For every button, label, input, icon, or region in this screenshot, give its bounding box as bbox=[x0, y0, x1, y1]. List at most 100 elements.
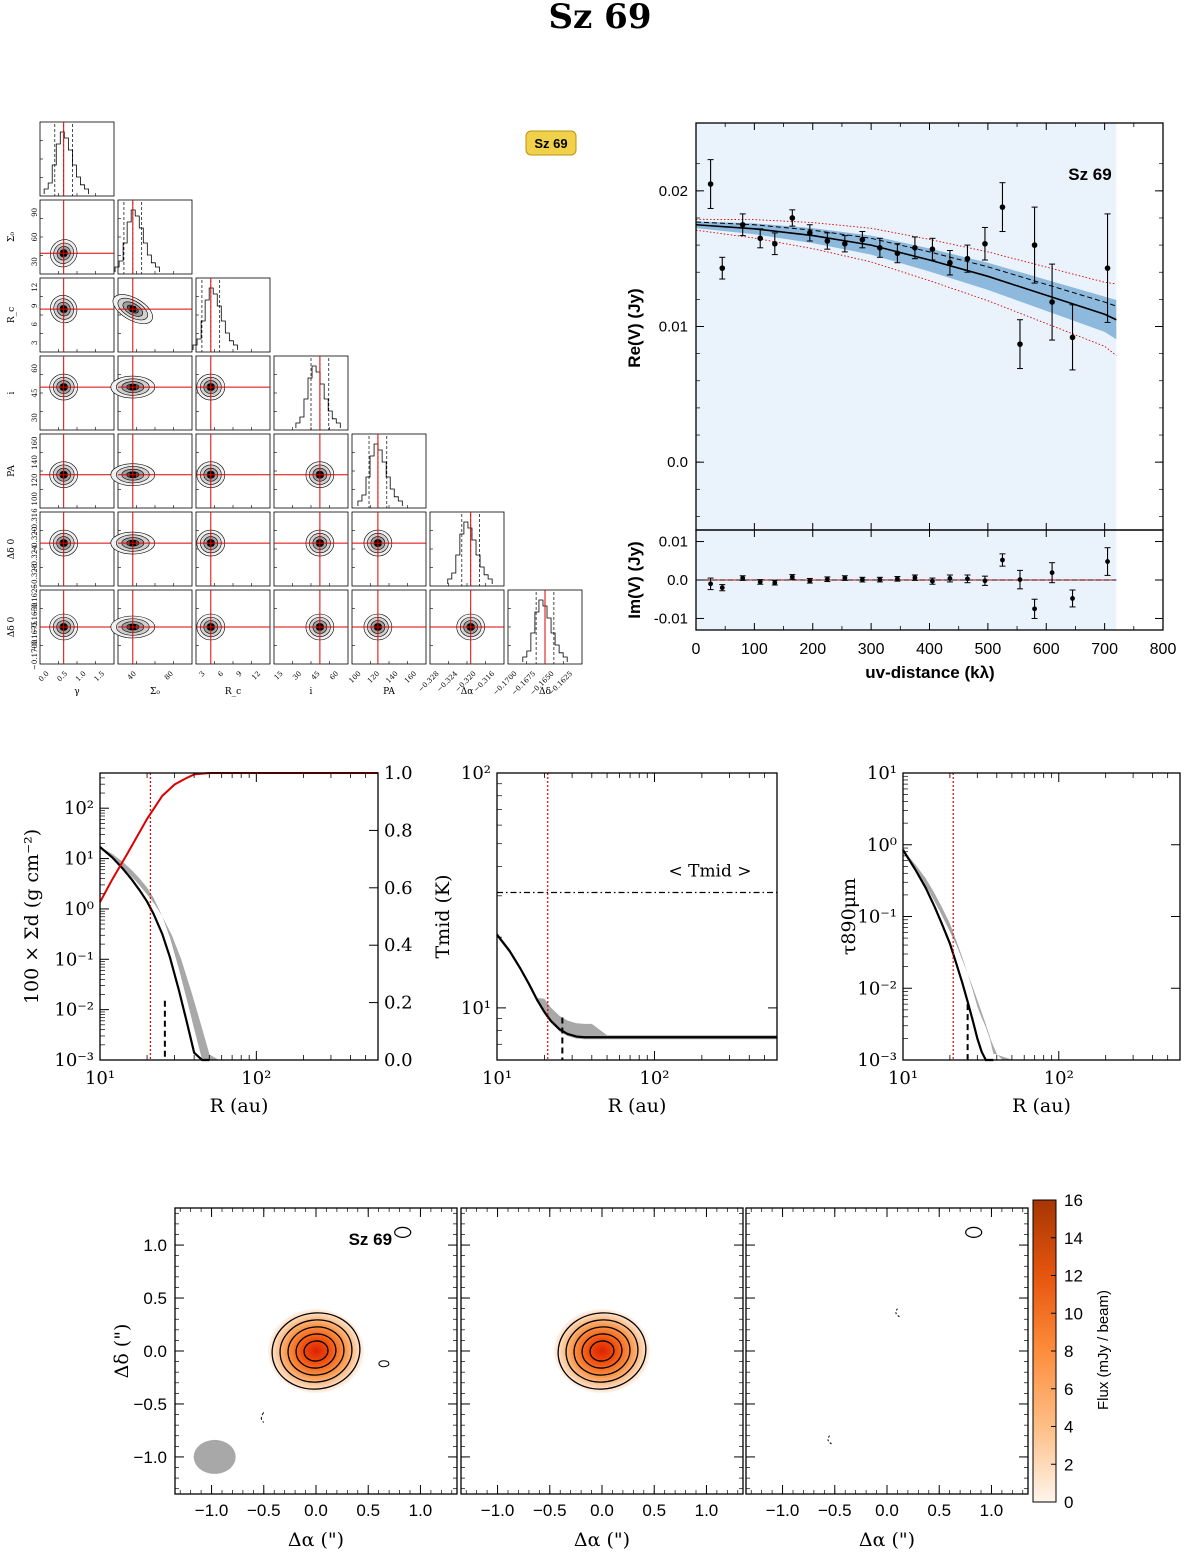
corner-ytick: 60 bbox=[31, 233, 39, 242]
corner-xtick: 0.5 bbox=[56, 670, 70, 684]
image-xtick: 1.0 bbox=[980, 1501, 1004, 1520]
image-xlabel: Δα (") bbox=[288, 1529, 344, 1551]
model-bound-hi bbox=[695, 218, 1117, 285]
profile-xtick: 10² bbox=[639, 1068, 669, 1089]
vis-panel-label: Sz 69 bbox=[1068, 165, 1111, 184]
re-point bbox=[964, 255, 971, 262]
corner-ytick: 9 bbox=[31, 304, 39, 308]
profile-ylabel: Tmid (K) bbox=[432, 875, 454, 959]
corner-ytick: −0.1625 bbox=[31, 584, 39, 614]
corner-xtick: 3 bbox=[198, 670, 207, 679]
corner-ytick: 6 bbox=[31, 321, 39, 326]
vis-xtick-label: 100 bbox=[741, 641, 768, 658]
re-point bbox=[982, 240, 988, 247]
im-point bbox=[719, 585, 725, 591]
flux-contour bbox=[557, 1312, 647, 1390]
image-xtick: 0.5 bbox=[927, 1501, 951, 1520]
histogram-step bbox=[192, 287, 238, 350]
profile-xlabel: R (au) bbox=[1012, 1095, 1071, 1117]
corner-xlabel: Δδ bbox=[539, 687, 551, 697]
colorbar-tick-label: 12 bbox=[1064, 1267, 1083, 1286]
profile-xlabel: R (au) bbox=[210, 1095, 269, 1117]
colorbar-tick-label: 0 bbox=[1064, 1493, 1073, 1512]
re-point bbox=[719, 265, 726, 271]
noise-contour bbox=[378, 1360, 390, 1368]
corner-xtick: 60 bbox=[328, 670, 340, 682]
corner-ylabel: R_c bbox=[7, 307, 17, 323]
profile-right-ytick: 0.6 bbox=[384, 878, 413, 899]
corner-ytick: −0.328 bbox=[31, 564, 39, 590]
histogram-step bbox=[357, 443, 403, 506]
profile-ytick: 10⁰ bbox=[867, 835, 897, 856]
vis-xtick-label: 300 bbox=[858, 641, 885, 658]
contour-panel-3-1 bbox=[110, 355, 193, 431]
histogram-panel-3 bbox=[273, 355, 349, 431]
corner-ytick: 60 bbox=[31, 364, 39, 373]
contour-panel-3-2 bbox=[195, 355, 271, 431]
profile-ytick: 10² bbox=[64, 798, 94, 819]
profile-ytick: 10¹ bbox=[64, 849, 94, 870]
profile-xtick: 10¹ bbox=[888, 1068, 918, 1089]
profile-panel-1: 10¹ 10² 10⁻³ 10⁻² 10⁻¹ 10⁰ 10¹ 10² 0.0 0.2 0.4 0.6 0… bbox=[21, 763, 413, 1117]
corner-xlabel: γ bbox=[74, 687, 79, 697]
corner-ytick: 120 bbox=[31, 474, 39, 487]
vis-re-ytick: 0.01 bbox=[659, 319, 688, 336]
im-point bbox=[859, 577, 865, 583]
corner-xtick: 100 bbox=[348, 670, 363, 685]
corner-xtick: 12 bbox=[250, 670, 262, 682]
re-point bbox=[757, 235, 764, 242]
re-point bbox=[877, 245, 883, 251]
contour-panel-2-1 bbox=[112, 277, 193, 353]
image-xtick: 1.0 bbox=[695, 1501, 719, 1520]
profile-xlabel: R (au) bbox=[608, 1095, 667, 1117]
colorbar-tick-label: 10 bbox=[1064, 1304, 1083, 1323]
histogram-panel-6 bbox=[507, 589, 583, 665]
re-point bbox=[859, 236, 866, 243]
corner-badge bbox=[525, 130, 577, 156]
contour-panel-3-0 bbox=[39, 355, 115, 431]
re-point bbox=[824, 238, 831, 244]
re-point bbox=[894, 250, 901, 257]
contour-panel-2-0 bbox=[39, 277, 115, 353]
re-point bbox=[999, 204, 1006, 210]
panel-frame bbox=[117, 199, 193, 275]
model-bound-lo bbox=[695, 229, 1117, 356]
corner-ytick: −0.1700 bbox=[31, 640, 39, 670]
noise-contour bbox=[394, 1226, 412, 1238]
uncertainty-band bbox=[497, 932, 777, 1040]
corner-xtick: 30 bbox=[291, 670, 303, 682]
image-xtick: −1.0 bbox=[481, 1501, 515, 1520]
source-emission bbox=[554, 1309, 650, 1393]
contour-panel-5-4 bbox=[351, 511, 427, 587]
corner-ylabel: Δδ 0 bbox=[7, 538, 17, 559]
colorbar-tick-label: 4 bbox=[1064, 1418, 1073, 1437]
im-point bbox=[1032, 606, 1037, 612]
contour-panel-4-2 bbox=[195, 433, 271, 509]
flux-contour bbox=[565, 1319, 639, 1383]
re-point bbox=[1049, 299, 1055, 305]
corner-xtick: 6 bbox=[216, 669, 225, 678]
visibility-plot: 0 100 200 300 400 500 600 700 800 0.0 0.01 0.02 -0.0… bbox=[625, 122, 1177, 682]
vis-xtick-label: 800 bbox=[1150, 641, 1177, 658]
corner-xtick: 1.5 bbox=[93, 670, 107, 684]
vis-xtick-label: 0 bbox=[692, 641, 701, 658]
vis-xtick-label: 600 bbox=[1033, 641, 1060, 658]
model-band bbox=[696, 221, 1117, 340]
im-point bbox=[1000, 557, 1005, 563]
histogram-panel-0 bbox=[39, 121, 115, 197]
colorbar-tick-label: 14 bbox=[1064, 1229, 1083, 1248]
profile-frame bbox=[496, 772, 778, 1061]
vis-im-ytick: -0.01 bbox=[654, 610, 688, 627]
image-panel-2: −1.0 −0.5 0.0 0.5 1.0 Δα (") bbox=[460, 1207, 744, 1551]
flux-contour bbox=[581, 1333, 623, 1369]
corner-xtick: 80 bbox=[163, 670, 175, 682]
corner-xtick: 40 bbox=[126, 670, 138, 682]
flux-contour bbox=[589, 1340, 615, 1362]
image-panel-1: Sz 69 −1.0 −1.0 −0.5 −0.5 0.0 0.0 0.5 0.5 1.0 1.0 Δ… bbox=[133, 1207, 458, 1551]
corner-ytick: 30 bbox=[31, 257, 39, 266]
profile-ytick: 10⁻² bbox=[857, 978, 897, 999]
histogram-step bbox=[43, 131, 89, 194]
beam-ellipse bbox=[193, 1439, 236, 1474]
corner-xlabel: Δα bbox=[461, 687, 474, 697]
contour-panel-6-2 bbox=[195, 589, 271, 665]
